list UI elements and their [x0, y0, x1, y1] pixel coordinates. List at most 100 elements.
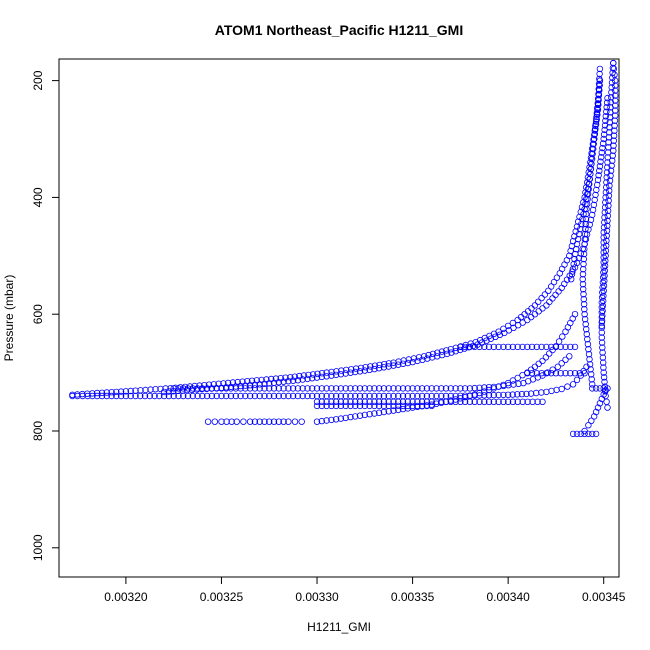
data-point	[567, 343, 574, 351]
data-point	[375, 365, 383, 372]
data-point	[609, 69, 616, 76]
data-point	[211, 418, 218, 425]
data-point	[127, 387, 134, 395]
data-point	[600, 259, 607, 266]
data-point	[600, 282, 608, 289]
x-tick-label: 0.00320	[104, 590, 148, 604]
data-point	[604, 222, 611, 229]
data-point	[98, 389, 106, 396]
data-point	[600, 264, 607, 271]
data-point	[189, 392, 196, 400]
data-point	[429, 354, 436, 361]
data-point	[395, 402, 402, 410]
data-point	[113, 388, 120, 396]
data-point	[582, 200, 589, 208]
data-point	[580, 255, 587, 263]
data-point	[323, 398, 330, 405]
data-point	[571, 311, 579, 318]
data-point	[595, 101, 602, 109]
data-point	[596, 400, 604, 407]
x-tick-label: 0.00325	[200, 590, 244, 604]
data-point	[541, 291, 549, 298]
data-point	[218, 385, 225, 392]
data-point	[380, 402, 388, 410]
data-point	[587, 165, 595, 173]
data-point	[485, 398, 493, 405]
data-point	[419, 356, 426, 363]
data-point	[598, 153, 605, 161]
data-point	[136, 392, 144, 400]
data-point	[538, 389, 545, 396]
data-point	[165, 388, 172, 395]
data-point	[476, 398, 483, 405]
data-point	[414, 398, 421, 405]
data-point	[509, 398, 517, 405]
data-point	[589, 211, 596, 219]
data-point	[576, 370, 583, 377]
data-point	[585, 346, 592, 353]
data-point	[294, 385, 302, 392]
data-point	[471, 398, 478, 405]
data-point	[564, 324, 572, 331]
data-point	[598, 334, 605, 341]
data-point	[585, 169, 592, 176]
data-point	[592, 191, 599, 199]
data-point	[601, 122, 609, 129]
data-point	[527, 390, 535, 397]
data-point	[337, 402, 345, 410]
data-point	[404, 398, 411, 405]
data-point	[509, 391, 516, 398]
data-point	[514, 398, 521, 405]
data-point	[294, 377, 302, 384]
data-point	[552, 291, 559, 299]
data-point	[423, 402, 431, 410]
data-point	[610, 147, 617, 154]
data-point	[375, 385, 383, 392]
data-point	[600, 297, 607, 305]
data-point	[584, 185, 592, 193]
data-point	[580, 250, 588, 258]
data-point	[108, 392, 115, 400]
data-point	[208, 385, 216, 392]
data-point	[152, 386, 159, 393]
data-point	[612, 82, 619, 89]
data-point	[366, 385, 373, 392]
data-point	[581, 427, 588, 435]
data-point	[141, 392, 149, 400]
data-point	[603, 108, 610, 115]
data-point	[519, 398, 526, 405]
data-point	[583, 205, 590, 213]
data-point	[581, 370, 588, 377]
data-point	[414, 402, 421, 410]
data-point	[318, 417, 325, 425]
data-point	[476, 389, 483, 397]
data-point	[476, 392, 483, 399]
data-point	[543, 343, 550, 351]
data-point	[328, 398, 335, 405]
data-point	[588, 376, 595, 383]
data-point	[404, 402, 411, 410]
data-point	[399, 398, 407, 405]
data-point	[332, 385, 340, 392]
data-point	[418, 385, 426, 392]
data-point	[514, 343, 521, 351]
data-point	[570, 260, 577, 268]
data-point	[361, 411, 368, 419]
data-point	[538, 294, 545, 302]
data-point	[375, 409, 383, 416]
data-point	[533, 389, 540, 397]
data-point	[596, 87, 603, 94]
data-point	[256, 392, 263, 400]
data-point	[569, 430, 577, 438]
data-point	[583, 200, 591, 208]
data-point	[599, 144, 606, 152]
data-point	[608, 84, 615, 91]
data-point	[583, 331, 590, 338]
data-point	[588, 155, 596, 163]
data-point	[529, 398, 536, 405]
data-point	[538, 343, 545, 351]
data-point	[539, 398, 546, 405]
data-point	[601, 267, 608, 274]
data-point	[332, 416, 340, 423]
data-point	[323, 417, 330, 424]
